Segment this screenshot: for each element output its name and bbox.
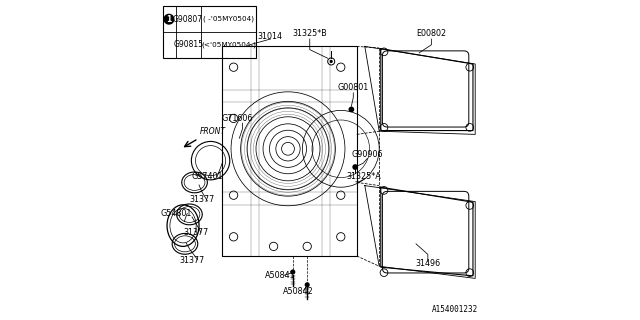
Text: E00802: E00802 [416,29,447,38]
Text: A154001232: A154001232 [432,305,479,314]
Circle shape [352,164,358,170]
Text: G90807: G90807 [173,15,204,24]
Text: G00801: G00801 [338,83,369,92]
Text: 31325*A: 31325*A [347,172,381,181]
Circle shape [290,269,295,275]
Text: G90906: G90906 [351,150,383,159]
Text: G71606: G71606 [221,114,253,123]
Circle shape [164,14,174,24]
Text: 31325*B: 31325*B [292,29,327,38]
Text: 31377: 31377 [189,195,214,204]
Text: 31496: 31496 [415,260,440,268]
Text: ( -'05MY0504): ( -'05MY0504) [203,16,254,22]
Circle shape [305,282,310,287]
FancyBboxPatch shape [163,6,256,58]
Text: (<'05MY0504-): (<'05MY0504-) [201,42,256,48]
Text: 31377: 31377 [179,256,205,265]
Text: A50842: A50842 [283,287,314,296]
Circle shape [330,60,333,63]
Text: G57401: G57401 [191,172,223,181]
Text: G90815: G90815 [173,40,203,49]
Text: A50841: A50841 [265,271,295,280]
Text: 31014: 31014 [258,32,283,41]
Text: 1: 1 [166,15,172,24]
Circle shape [349,107,355,112]
Text: G54801: G54801 [161,209,193,218]
Text: FRONT: FRONT [200,127,226,136]
Text: 31377: 31377 [183,228,209,237]
